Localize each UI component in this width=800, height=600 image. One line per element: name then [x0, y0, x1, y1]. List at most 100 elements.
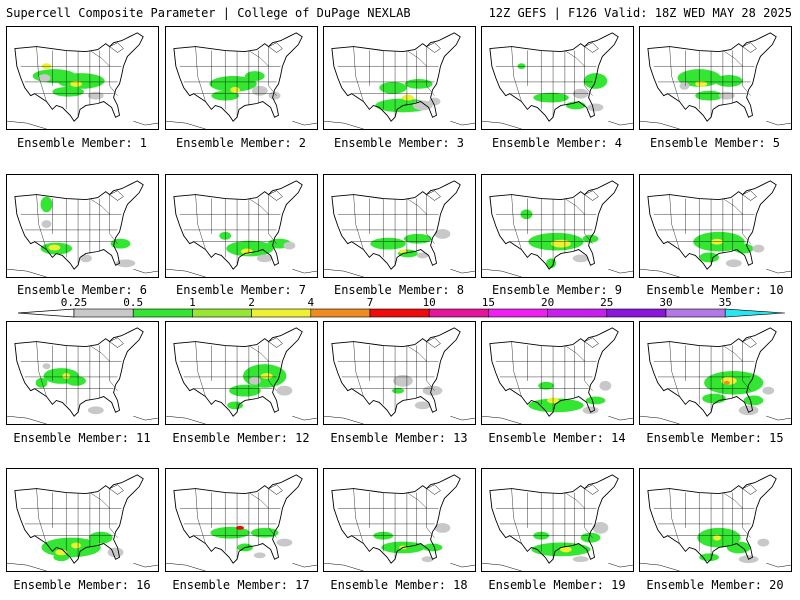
legend-swatch — [251, 308, 312, 318]
state-border — [353, 46, 364, 102]
map-20 — [640, 474, 791, 571]
scp-contour — [434, 522, 451, 533]
state-border — [406, 50, 427, 67]
coastline — [584, 337, 599, 348]
map-2 — [166, 32, 317, 129]
state-border — [564, 198, 585, 215]
scp-contour — [379, 81, 407, 94]
coastline — [7, 415, 47, 424]
us-outline — [331, 32, 461, 122]
coastline — [584, 484, 599, 495]
state-border — [268, 380, 277, 391]
scp-contour — [757, 538, 770, 547]
coastline — [292, 562, 317, 568]
state-border — [406, 345, 427, 362]
scp-contour — [115, 259, 136, 268]
legend-tick-label: 35 — [719, 296, 732, 309]
scp-contour — [592, 521, 609, 534]
coastline — [109, 337, 124, 348]
state-border — [36, 488, 47, 544]
scp-contour — [53, 553, 70, 562]
us-outline — [173, 180, 303, 270]
legend-tick-label: 1 — [189, 296, 196, 309]
scp-contour — [428, 97, 441, 106]
scp-contour — [679, 81, 690, 90]
member-label: Ensemble Member: 19 — [488, 578, 626, 592]
state-border — [406, 198, 427, 215]
map-6 — [7, 180, 158, 277]
state-border — [406, 492, 427, 509]
coastline — [608, 562, 633, 568]
coastline — [640, 268, 680, 277]
state-border — [248, 50, 269, 67]
scp-contour — [585, 396, 606, 405]
map-12 — [166, 327, 317, 424]
state-border — [268, 85, 277, 96]
coastline — [742, 337, 757, 348]
coastline — [324, 268, 364, 277]
state-border — [669, 46, 680, 102]
scp-contour — [250, 527, 279, 538]
scp-contour — [71, 542, 82, 549]
map-1 — [7, 32, 158, 129]
coastline — [324, 415, 364, 424]
coastline — [608, 415, 633, 421]
title-left: Supercell Composite Parameter | College … — [6, 6, 411, 20]
state-border — [426, 380, 435, 391]
coastline — [7, 120, 47, 129]
coastline — [133, 415, 158, 421]
us-outline — [489, 474, 619, 564]
map-panel-3 — [323, 26, 476, 130]
map-panel-4 — [481, 26, 634, 130]
scp-contour — [533, 92, 569, 103]
state-border — [584, 380, 593, 391]
state-border — [353, 194, 364, 250]
scp-contour — [726, 541, 751, 554]
state-border — [511, 46, 522, 102]
state-border — [669, 194, 680, 250]
coastline — [268, 484, 283, 495]
scp-contour — [40, 196, 53, 213]
scp-contour — [35, 377, 48, 388]
coastline — [166, 562, 206, 571]
color-legend: 0.25 0.5 1 2 4 7 10 15 20 25 30 35 — [0, 296, 800, 322]
map-7 — [166, 180, 317, 277]
map-5 — [640, 32, 791, 129]
legend-tick-label: 30 — [659, 296, 672, 309]
map-panel-13 — [323, 321, 476, 425]
state-border — [248, 345, 269, 362]
scp-contour — [41, 220, 52, 228]
scp-contour — [87, 406, 104, 415]
scp-contour — [412, 100, 433, 111]
us-outline — [14, 180, 144, 270]
map-panel-2 — [165, 26, 318, 130]
scp-contour — [695, 80, 708, 87]
state-border — [109, 85, 118, 96]
coastline — [766, 120, 791, 126]
member-label: Ensemble Member: 17 — [172, 578, 310, 592]
coastline — [640, 120, 680, 129]
state-border — [742, 85, 751, 96]
scp-contour — [248, 376, 261, 385]
member-label: Ensemble Member: 1 — [16, 136, 148, 150]
map-16 — [7, 474, 158, 571]
scp-contour — [699, 252, 719, 263]
coastline — [166, 120, 206, 129]
coastline — [766, 268, 791, 274]
us-outline — [14, 474, 144, 564]
member-label: Ensemble Member: 5 — [649, 136, 781, 150]
coastline — [482, 120, 522, 129]
us-outline — [489, 32, 619, 122]
member-label: Ensemble Member: 15 — [646, 431, 784, 445]
scp-contour — [733, 243, 754, 254]
scp-contour — [752, 244, 765, 253]
state-border — [268, 233, 277, 244]
map-panel-17 — [165, 468, 318, 572]
us-outline — [489, 327, 619, 417]
scp-contour — [713, 534, 721, 541]
us-outline — [647, 327, 777, 417]
us-outline — [489, 180, 619, 270]
state-border — [36, 341, 47, 397]
map-panel-20 — [639, 468, 792, 572]
legend-swatch — [665, 308, 726, 318]
